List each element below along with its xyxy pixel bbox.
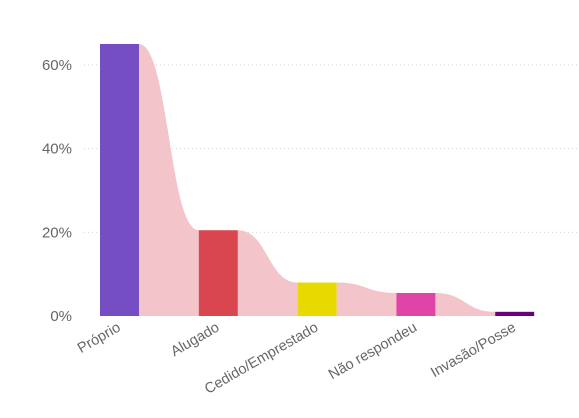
bar-0[interactable]: [100, 44, 139, 316]
y-tick-label: 60%: [42, 57, 72, 74]
ribbon-segment: [435, 292, 496, 316]
bar-1[interactable]: [198, 230, 238, 316]
bar-2[interactable]: [297, 282, 337, 316]
ribbon-segment: [139, 44, 199, 316]
ribbon-segment: [336, 282, 397, 316]
category-label: Alugado: [168, 320, 222, 360]
bars: [100, 44, 535, 316]
ribbons: [139, 44, 496, 316]
y-axis-ticks: 0% 20% 40% 60%: [42, 57, 72, 325]
category-label: Não respondeu: [326, 320, 420, 383]
bar-4[interactable]: [495, 311, 535, 316]
bar-3[interactable]: [396, 292, 436, 316]
category-label: Próprio: [75, 320, 123, 357]
category-label: Invasão/Posse: [428, 320, 518, 381]
ribbon-segment: [237, 230, 298, 316]
y-tick-label: 40%: [42, 141, 72, 158]
y-tick-label: 0%: [50, 308, 72, 325]
y-tick-label: 20%: [42, 224, 72, 241]
